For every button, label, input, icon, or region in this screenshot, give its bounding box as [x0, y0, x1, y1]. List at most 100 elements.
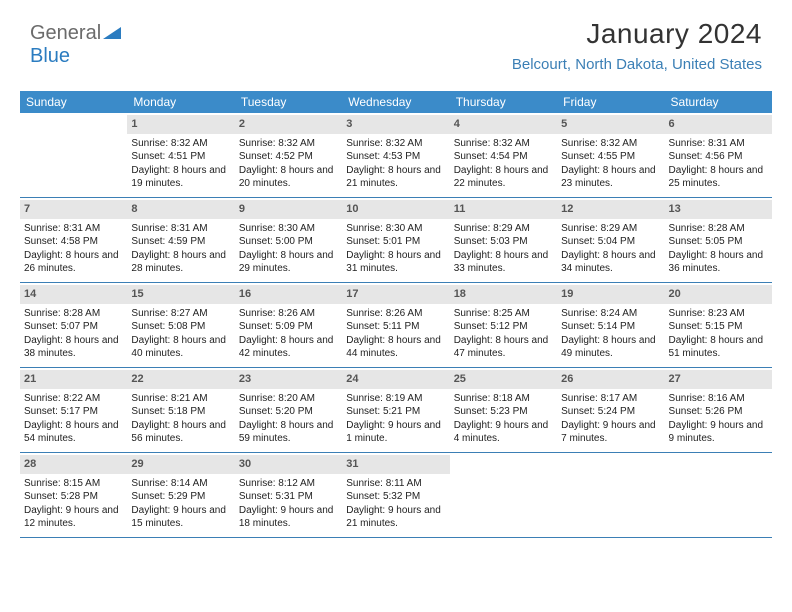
- day-number: 7: [20, 200, 127, 219]
- day-number: [450, 455, 557, 474]
- day-info-line: Sunset: 5:20 PM: [239, 405, 338, 419]
- day-info-line: Sunrise: 8:26 AM: [239, 307, 338, 321]
- week-row: 1Sunrise: 8:32 AMSunset: 4:51 PMDaylight…: [20, 113, 772, 198]
- day-info-line: Sunrise: 8:11 AM: [346, 477, 445, 491]
- day-cell: 29Sunrise: 8:14 AMSunset: 5:29 PMDayligh…: [127, 453, 234, 537]
- day-info-line: Sunrise: 8:28 AM: [24, 307, 123, 321]
- day-info-line: Sunset: 5:14 PM: [561, 320, 660, 334]
- day-info-line: Sunrise: 8:19 AM: [346, 392, 445, 406]
- day-info-line: Daylight: 8 hours and 23 minutes.: [561, 164, 660, 191]
- day-info-line: Sunset: 4:58 PM: [24, 235, 123, 249]
- day-info-line: Sunrise: 8:26 AM: [346, 307, 445, 321]
- day-cell: 4Sunrise: 8:32 AMSunset: 4:54 PMDaylight…: [450, 113, 557, 197]
- day-cell: 25Sunrise: 8:18 AMSunset: 5:23 PMDayligh…: [450, 368, 557, 452]
- day-info-line: Sunrise: 8:15 AM: [24, 477, 123, 491]
- day-info-line: Sunrise: 8:16 AM: [669, 392, 768, 406]
- day-cell: 18Sunrise: 8:25 AMSunset: 5:12 PMDayligh…: [450, 283, 557, 367]
- day-info-line: Sunrise: 8:22 AM: [24, 392, 123, 406]
- day-cell: 2Sunrise: 8:32 AMSunset: 4:52 PMDaylight…: [235, 113, 342, 197]
- day-info-line: Daylight: 8 hours and 47 minutes.: [454, 334, 553, 361]
- day-info-line: Sunrise: 8:32 AM: [454, 137, 553, 151]
- day-info-line: Sunset: 4:51 PM: [131, 150, 230, 164]
- day-cell: 7Sunrise: 8:31 AMSunset: 4:58 PMDaylight…: [20, 198, 127, 282]
- dow-cell: Thursday: [450, 91, 557, 113]
- day-cell: 21Sunrise: 8:22 AMSunset: 5:17 PMDayligh…: [20, 368, 127, 452]
- day-number: 18: [450, 285, 557, 304]
- dow-cell: Tuesday: [235, 91, 342, 113]
- day-cell: 1Sunrise: 8:32 AMSunset: 4:51 PMDaylight…: [127, 113, 234, 197]
- day-cell: [20, 113, 127, 197]
- day-info-line: Daylight: 9 hours and 9 minutes.: [669, 419, 768, 446]
- day-info-line: Daylight: 8 hours and 49 minutes.: [561, 334, 660, 361]
- day-info-line: Daylight: 9 hours and 4 minutes.: [454, 419, 553, 446]
- day-cell: 12Sunrise: 8:29 AMSunset: 5:04 PMDayligh…: [557, 198, 664, 282]
- day-info-line: Daylight: 9 hours and 15 minutes.: [131, 504, 230, 531]
- day-cell: 30Sunrise: 8:12 AMSunset: 5:31 PMDayligh…: [235, 453, 342, 537]
- day-cell: 31Sunrise: 8:11 AMSunset: 5:32 PMDayligh…: [342, 453, 449, 537]
- day-number: 6: [665, 115, 772, 134]
- day-info-line: Sunset: 5:08 PM: [131, 320, 230, 334]
- day-info-line: Daylight: 8 hours and 40 minutes.: [131, 334, 230, 361]
- day-info-line: Sunrise: 8:23 AM: [669, 307, 768, 321]
- day-cell: 15Sunrise: 8:27 AMSunset: 5:08 PMDayligh…: [127, 283, 234, 367]
- day-info-line: Sunset: 5:15 PM: [669, 320, 768, 334]
- day-number: 14: [20, 285, 127, 304]
- day-info-line: Daylight: 8 hours and 34 minutes.: [561, 249, 660, 276]
- day-info-line: Daylight: 8 hours and 33 minutes.: [454, 249, 553, 276]
- day-info-line: Daylight: 9 hours and 12 minutes.: [24, 504, 123, 531]
- day-info-line: Sunrise: 8:20 AM: [239, 392, 338, 406]
- day-cell: 13Sunrise: 8:28 AMSunset: 5:05 PMDayligh…: [665, 198, 772, 282]
- day-number: 23: [235, 370, 342, 389]
- day-cell: [450, 453, 557, 537]
- day-number: 16: [235, 285, 342, 304]
- dow-cell: Friday: [557, 91, 664, 113]
- calendar-grid: SundayMondayTuesdayWednesdayThursdayFrid…: [20, 91, 772, 538]
- day-cell: 16Sunrise: 8:26 AMSunset: 5:09 PMDayligh…: [235, 283, 342, 367]
- day-info-line: Sunset: 5:28 PM: [24, 490, 123, 504]
- day-number: 20: [665, 285, 772, 304]
- day-number: 10: [342, 200, 449, 219]
- day-info-line: Daylight: 8 hours and 19 minutes.: [131, 164, 230, 191]
- day-info-line: Sunset: 5:21 PM: [346, 405, 445, 419]
- day-info-line: Sunrise: 8:17 AM: [561, 392, 660, 406]
- day-cell: 24Sunrise: 8:19 AMSunset: 5:21 PMDayligh…: [342, 368, 449, 452]
- day-info-line: Daylight: 9 hours and 7 minutes.: [561, 419, 660, 446]
- day-info-line: Daylight: 8 hours and 28 minutes.: [131, 249, 230, 276]
- day-cell: 8Sunrise: 8:31 AMSunset: 4:59 PMDaylight…: [127, 198, 234, 282]
- day-info-line: Daylight: 8 hours and 56 minutes.: [131, 419, 230, 446]
- page-title: January 2024: [30, 18, 762, 50]
- day-number: 8: [127, 200, 234, 219]
- day-number: 25: [450, 370, 557, 389]
- day-info-line: Sunset: 5:31 PM: [239, 490, 338, 504]
- week-row: 21Sunrise: 8:22 AMSunset: 5:17 PMDayligh…: [20, 368, 772, 453]
- day-info-line: Daylight: 8 hours and 29 minutes.: [239, 249, 338, 276]
- day-info-line: Sunset: 4:54 PM: [454, 150, 553, 164]
- day-number: 12: [557, 200, 664, 219]
- day-info-line: Sunrise: 8:32 AM: [239, 137, 338, 151]
- day-info-line: Sunset: 4:56 PM: [669, 150, 768, 164]
- day-cell: 28Sunrise: 8:15 AMSunset: 5:28 PMDayligh…: [20, 453, 127, 537]
- day-number: 11: [450, 200, 557, 219]
- day-number: 21: [20, 370, 127, 389]
- day-number: 15: [127, 285, 234, 304]
- day-info-line: Sunrise: 8:28 AM: [669, 222, 768, 236]
- day-number: 4: [450, 115, 557, 134]
- location-text: Belcourt, North Dakota, United States: [30, 56, 762, 73]
- day-info-line: Daylight: 8 hours and 42 minutes.: [239, 334, 338, 361]
- day-info-line: Daylight: 9 hours and 18 minutes.: [239, 504, 338, 531]
- day-number: 24: [342, 370, 449, 389]
- day-cell: 20Sunrise: 8:23 AMSunset: 5:15 PMDayligh…: [665, 283, 772, 367]
- day-info-line: Sunset: 5:11 PM: [346, 320, 445, 334]
- day-number: 31: [342, 455, 449, 474]
- day-number: 9: [235, 200, 342, 219]
- header-region: General Blue January 2024 Belcourt, Nort…: [0, 0, 792, 81]
- brand-part2: Blue: [30, 45, 70, 67]
- day-info-line: Daylight: 8 hours and 38 minutes.: [24, 334, 123, 361]
- brand-part1: General: [30, 22, 101, 44]
- day-info-line: Sunset: 5:05 PM: [669, 235, 768, 249]
- day-info-line: Daylight: 8 hours and 31 minutes.: [346, 249, 445, 276]
- brand-logo: General Blue: [30, 22, 121, 68]
- day-number: 1: [127, 115, 234, 134]
- day-cell: 23Sunrise: 8:20 AMSunset: 5:20 PMDayligh…: [235, 368, 342, 452]
- week-row: 28Sunrise: 8:15 AMSunset: 5:28 PMDayligh…: [20, 453, 772, 538]
